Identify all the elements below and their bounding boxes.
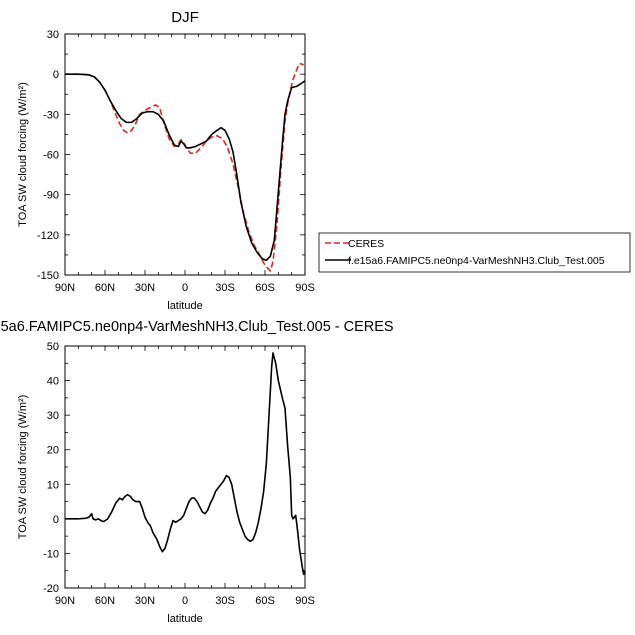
x-tick-label: 90S [295,595,315,607]
y-tick-label: -60 [43,150,59,162]
x-tick-label: 30N [135,595,155,607]
y-axis-label: TOA SW cloud forcing (W/m²) [17,395,29,540]
legend-label-2: f.e15a6.FAMIPC5.ne0np4-VarMeshNH3.Club_T… [348,255,605,267]
y-tick-label: 10 [47,479,59,491]
legend-box [318,232,631,273]
legend: CERES f.e15a6.FAMIPC5.ne0np4-VarMeshNH3.C… [318,232,631,273]
plot-frame [64,345,306,589]
x-tick-label: 90N [55,595,75,607]
x-tick-label: 0 [182,595,188,607]
x-tick-label: 60N [95,595,115,607]
y-tick-label: 30 [47,410,59,422]
chart-title: f.e15a6.FAMIPC5.ne0np4-VarMeshNH3.Club_T… [0,319,394,335]
chart-title: DJF [171,9,199,26]
y-tick-label: 0 [53,514,59,526]
x-tick-label: 60S [255,282,275,294]
series-line-1 [65,352,306,575]
y-tick-label: 40 [47,376,59,388]
y-tick-label: -10 [43,548,59,560]
x-tick-label: 60S [255,595,275,607]
series-line-2 [65,73,306,262]
x-tick-label: 30N [135,282,155,294]
x-tick-label: 0 [182,282,188,294]
x-axis-label: latitude [167,300,202,312]
y-tick-label: 50 [47,341,59,353]
y-tick-label: 30 [47,29,59,41]
x-tick-label: 60N [95,282,115,294]
y-tick-label: -90 [43,190,59,202]
y-tick-label: -20 [43,583,59,595]
x-tick-label: 90N [55,282,75,294]
series-line-1 [65,62,304,272]
plot-frame [64,33,306,276]
chart-panel-1: DJF 90N 60N 30N 0 30S 60S 90S 30 0 -30 -60 -90 -120 -1… [17,9,315,312]
x-tick-label: 90S [295,282,315,294]
y-tick-label: -150 [37,270,59,282]
y-axis-label: TOA SW cloud forcing (W/m²) [17,82,29,227]
y-tick-label: 0 [53,69,59,81]
x-axis-label: latitude [167,613,202,625]
chart-panel-2: f.e15a6.FAMIPC5.ne0np4-VarMeshNH3.Club_T… [0,319,394,625]
y-tick-label: 20 [47,445,59,457]
y-tick-label: -120 [37,230,59,242]
x-tick-label: 30S [215,595,235,607]
legend-label-1: CERES [348,238,384,250]
y-tick-label: -30 [43,109,59,121]
x-tick-label: 30S [215,282,235,294]
